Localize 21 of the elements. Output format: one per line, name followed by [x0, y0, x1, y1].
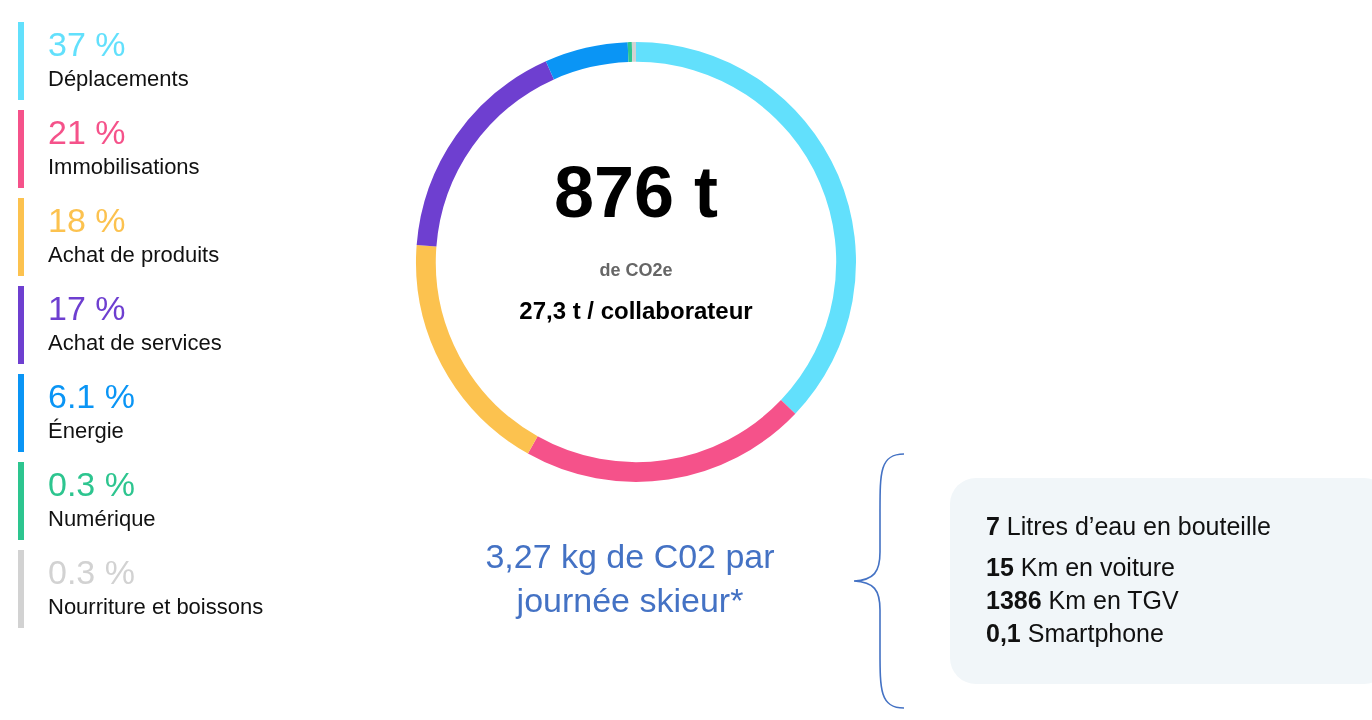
data-label: 18 %	[48, 200, 127, 241]
text: 0,1 Smartphone	[986, 618, 1165, 649]
legend-label: Nourriture et boissons	[48, 594, 264, 620]
text: 876 t	[552, 151, 720, 234]
data-label: 17 %	[48, 288, 127, 329]
legend-label: Numérique	[48, 506, 157, 532]
legend-label: Immobilisations	[48, 154, 201, 180]
text: de CO2e	[598, 260, 674, 281]
text: 3,27 kg de C02 par journée skieur*	[484, 536, 776, 621]
data-label: 21 %	[48, 112, 127, 153]
legend-label: Achat de services	[48, 330, 223, 356]
text: 7 Litres d’eau en bouteille	[986, 511, 1272, 542]
legend-label: Énergie	[48, 418, 125, 444]
text: 1386 Km en TGV	[986, 585, 1180, 616]
data-label: 37 %	[48, 24, 127, 65]
data-label: 6.1 %	[48, 376, 136, 417]
text: 15 Km en voiture	[986, 552, 1176, 583]
data-label: 0.3 %	[48, 464, 136, 505]
text: 27,3 t / collaborateur	[518, 297, 754, 325]
legend-label: Déplacements	[48, 66, 190, 92]
legend-label: Achat de produits	[48, 242, 221, 268]
